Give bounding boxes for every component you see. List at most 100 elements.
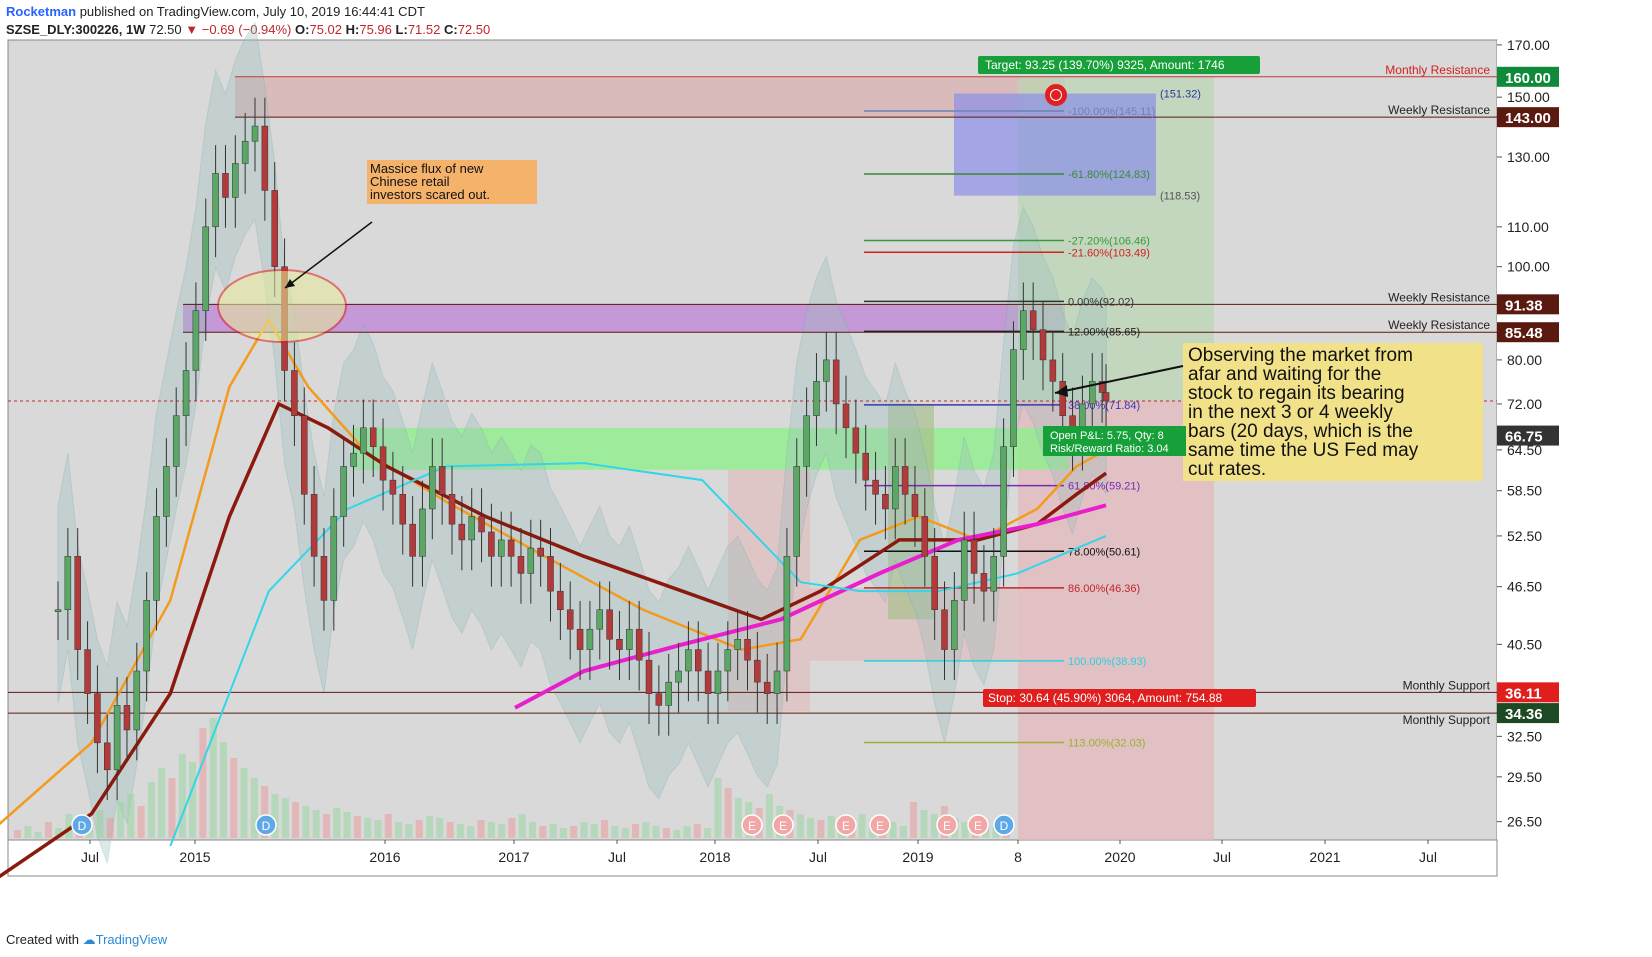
event-marker: D [993,814,1015,836]
volume-bar [662,828,670,838]
annotation-1-line: Massice flux of new [370,161,484,176]
candle-body [1020,310,1027,350]
annotation-1-line: Chinese retail [370,174,450,189]
fib-label: 38.00%(71.84) [1068,400,1140,412]
tradingview-brand[interactable]: TradingView [95,932,168,947]
candle-body [901,466,909,495]
price-tick-label: 130.00 [1507,149,1550,165]
candle-body [823,359,830,382]
annotation-2-line: afar and waiting for the [1188,364,1381,385]
time-tick-label: 2016 [369,849,400,865]
volume-bar [735,798,742,838]
price-tag-bg [1497,682,1559,703]
volume-bar [673,830,681,838]
volume-bar [642,822,650,838]
candle-body [547,556,554,592]
volume-bar [714,778,722,838]
volume-bar [168,778,176,838]
fib-label: -61.80%(124.83) [1068,169,1150,181]
target-label: Target: 93.25 (139.70%) 9325, Amount: 17… [978,56,1260,74]
price-tick-label: 150.00 [1507,89,1550,105]
event-marker-label: E [876,819,884,833]
volume-bar [44,822,52,838]
candle-body [872,479,879,495]
candle-body [350,452,357,467]
price-tick-label: 40.50 [1507,636,1542,652]
candle-body [251,125,259,142]
volume-bar [611,826,619,838]
candle-body [143,600,150,672]
volume-bar [683,826,691,838]
candle-body [271,190,278,267]
candle-body [862,452,869,481]
close-label: C: [443,22,458,37]
candle-body [507,539,515,557]
candle-body [626,628,633,650]
time-axis-bg [7,839,1498,877]
ema-brown-line [0,401,1108,879]
candle-body [212,173,219,228]
candle-body [951,600,958,650]
event-marker-label: E [842,819,850,833]
volume-bar [549,824,557,838]
candle-body [882,494,889,510]
candle-body [104,742,111,771]
price-tag-text: 160.00 [1505,70,1551,87]
volume-bar [590,824,598,838]
long-position-zone [352,427,1069,470]
ma-magenta-line [514,503,1107,710]
volume-bar [508,818,516,838]
candle-body [517,556,525,574]
candle-body [576,628,584,650]
tradingview-logo-icon[interactable]: ☁ [82,932,96,947]
candle-body [911,494,919,517]
price-tag-text: 91.38 [1505,297,1543,314]
volume-bar [559,828,567,838]
candle-body [192,310,200,371]
volume-bar [477,820,485,838]
candle-body [399,494,407,525]
volume-bar [55,828,63,838]
time-tick-label: 8 [1014,849,1022,865]
time-tick-label: Jul [1419,849,1437,865]
candle-body [330,516,338,601]
candle-body [596,609,604,630]
event-marker-label: D [262,819,271,833]
candle-body [793,466,801,557]
open-value: 75.02 [309,22,343,37]
price-tick-label: 52.50 [1507,528,1542,544]
level-label: Weekly Resistance [1388,103,1490,117]
candle-body [133,670,141,731]
pnl-line-2: Risk/Reward Ratio: 3.04 [1050,443,1169,455]
candle-body [616,639,623,650]
event-marker: D [255,814,277,836]
fib-label: 0.00%(92.02) [1068,296,1134,308]
volume-bar [601,820,609,838]
candle-body [429,466,436,510]
candle-body [695,649,702,672]
candle-body [74,556,81,650]
bollinger-band [57,21,1107,864]
candle-body [498,539,505,557]
candle-body [340,466,347,517]
high-label: H: [345,22,360,37]
volume-bar [230,758,238,838]
time-tick-label: 2021 [1309,849,1340,865]
low-value: 71.52 [407,22,441,37]
candle-body [123,705,131,731]
price-chart[interactable]: Monthly Resistance Weekly Resistance Weekl… [0,0,1652,930]
level-label: Monthly Resistance [1385,63,1490,77]
price-tick-label: 80.00 [1507,352,1542,368]
volume-bar [498,824,506,838]
open-label: O: [295,22,310,37]
time-tick-label: Jul [81,849,99,865]
time-tick-label: 2015 [179,849,210,865]
author-name[interactable]: Rocketman [6,4,77,19]
fib-label: 100.00%(38.93) [1068,656,1146,668]
candle-body [360,427,367,454]
arrow-head-icon [1055,385,1068,397]
volume-bar [240,768,248,838]
price-tag: 66.75 [1497,425,1559,446]
volume-bar [436,818,444,838]
event-marker-icon [255,814,277,836]
